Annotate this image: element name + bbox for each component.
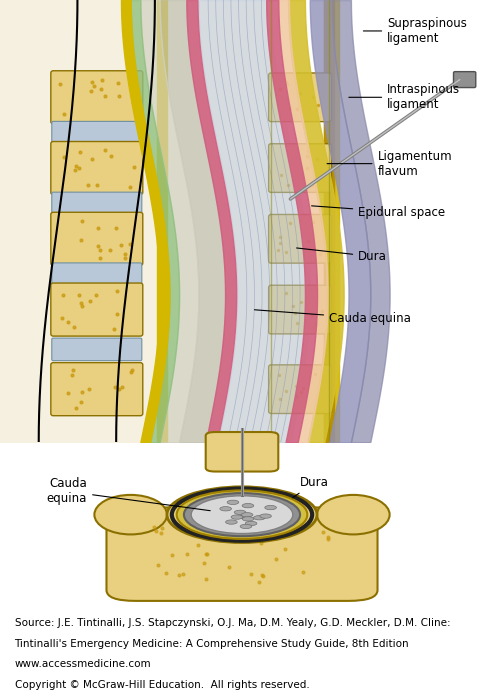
Ellipse shape [317, 495, 390, 534]
FancyBboxPatch shape [51, 70, 143, 124]
Circle shape [254, 515, 265, 520]
Circle shape [241, 513, 253, 517]
Circle shape [239, 515, 251, 519]
Text: Cauda equina: Cauda equina [255, 310, 411, 325]
Circle shape [240, 524, 252, 529]
Circle shape [242, 517, 254, 521]
Text: Copyright © McGraw-Hill Education.  All rights reserved.: Copyright © McGraw-Hill Education. All r… [15, 680, 309, 690]
FancyBboxPatch shape [52, 122, 142, 144]
Circle shape [265, 505, 276, 510]
FancyBboxPatch shape [52, 263, 142, 285]
Circle shape [184, 493, 300, 536]
Circle shape [220, 507, 231, 511]
FancyBboxPatch shape [52, 338, 142, 361]
FancyBboxPatch shape [51, 142, 143, 195]
Text: Cauda
equina: Cauda equina [47, 477, 210, 511]
Circle shape [245, 521, 257, 526]
FancyBboxPatch shape [454, 72, 476, 88]
Circle shape [226, 520, 237, 524]
Text: Supraspinous
ligament: Supraspinous ligament [363, 17, 467, 45]
Circle shape [260, 514, 272, 518]
Text: Tintinalli's Emergency Medicine: A Comprehensive Study Guide, 8th Edition: Tintinalli's Emergency Medicine: A Compr… [15, 638, 409, 649]
FancyBboxPatch shape [51, 363, 143, 416]
Text: Epidural space: Epidural space [312, 206, 445, 219]
FancyBboxPatch shape [206, 432, 278, 471]
FancyBboxPatch shape [106, 507, 378, 601]
Circle shape [242, 504, 254, 508]
Text: Dura: Dura [297, 248, 387, 263]
FancyBboxPatch shape [269, 285, 332, 334]
FancyBboxPatch shape [269, 73, 332, 122]
FancyBboxPatch shape [51, 283, 143, 336]
Ellipse shape [94, 495, 167, 534]
Circle shape [231, 515, 242, 519]
FancyBboxPatch shape [52, 192, 142, 215]
Circle shape [227, 500, 239, 504]
Text: www.accessmedicine.com: www.accessmedicine.com [15, 659, 151, 670]
Text: Dura: Dura [293, 476, 329, 498]
Text: Intraspinous
ligament: Intraspinous ligament [349, 84, 460, 111]
FancyBboxPatch shape [269, 144, 332, 192]
Circle shape [167, 487, 317, 542]
Circle shape [234, 510, 246, 515]
Circle shape [191, 496, 293, 533]
Text: Ligamentum
flavum: Ligamentum flavum [327, 150, 452, 178]
FancyBboxPatch shape [269, 214, 332, 263]
FancyBboxPatch shape [269, 365, 332, 413]
FancyBboxPatch shape [51, 212, 143, 265]
Text: Source: J.E. Tintinalli, J.S. Stapczynski, O.J. Ma, D.M. Yealy, G.D. Meckler, D.: Source: J.E. Tintinalli, J.S. Stapczynsk… [15, 618, 450, 628]
Circle shape [177, 491, 307, 539]
